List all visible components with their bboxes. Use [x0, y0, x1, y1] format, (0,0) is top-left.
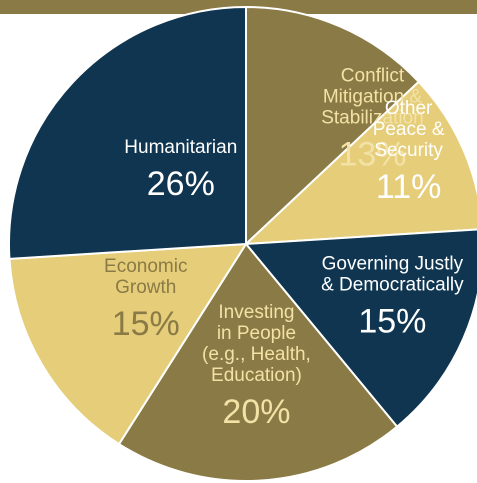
slice-percent-6: 26%	[147, 165, 215, 203]
slice-percent-3: 15%	[358, 303, 426, 341]
slice-label-4-line-1: Investing	[218, 302, 294, 323]
slice-label-4-line-3: (e.g., Health,	[202, 344, 311, 365]
slice-label-2-line-1: Other	[385, 98, 433, 119]
slice-label-2-line-2: Peace &	[373, 119, 445, 140]
pie-slice-6	[8, 5, 247, 260]
slice-label-2-line-3: Security	[374, 140, 443, 161]
slice-percent-2: 11%	[376, 168, 442, 206]
pie-slice-5	[8, 242, 248, 446]
slice-label-4-line-4: Education)	[211, 365, 302, 386]
slice-percent-1: 13%	[338, 135, 406, 173]
pie-slice-3	[243, 228, 477, 429]
pie-slice-1	[245, 5, 421, 247]
slice-label-1-line-2: Mitigation &	[323, 86, 423, 107]
slice-percent-5: 15%	[112, 305, 180, 343]
slice-percent-4: 20%	[222, 393, 290, 431]
slice-label-4-line-2: in People	[217, 323, 296, 344]
slice-label-6-line-1: Humanitarian	[124, 137, 237, 158]
slice-label-5-line-2: Growth	[115, 277, 176, 298]
slice-label-3-line-2: & Democratically	[321, 275, 464, 296]
slice-label-1-line-1: Conflict	[341, 65, 405, 86]
slice-label-1-line-3: Stabilization	[321, 107, 423, 128]
slice-label-5-line-1: Economic	[104, 256, 187, 277]
slice-label-3-line-1: Governing Justly	[322, 254, 464, 275]
pie-slice-4	[117, 242, 399, 482]
pie-slice-2	[243, 80, 477, 246]
